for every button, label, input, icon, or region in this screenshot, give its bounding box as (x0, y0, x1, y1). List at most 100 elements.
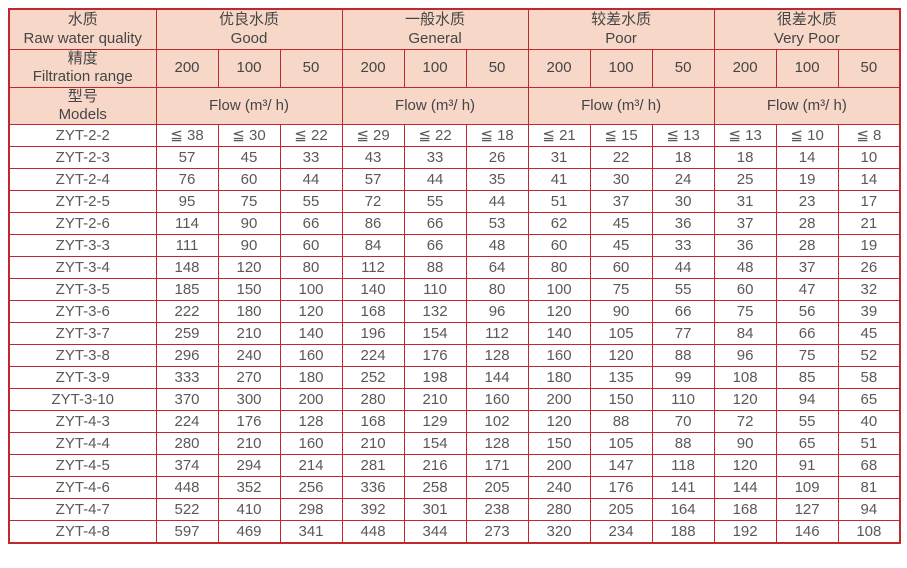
flow-value-cell: 90 (589, 300, 653, 324)
flow-value-cell: 144 (713, 476, 777, 500)
group-general-label-en: General (408, 29, 462, 47)
flow-value-cell: 90 (217, 234, 281, 258)
flow-value-cell: 80 (279, 256, 343, 280)
filtration-header-row: 精度 Filtration range 200 100 50 200 100 5… (8, 49, 901, 88)
flow-value-cell: 192 (713, 520, 777, 544)
flow-value-cell: 320 (527, 520, 591, 544)
flow-value-cell: 44 (403, 168, 467, 192)
flow-value-cell: 75 (713, 300, 777, 324)
flow-value-cell: 43 (341, 146, 405, 170)
table-body: ZYT-2-2 ≦ 38 ≦ 30 ≦ 22 ≦ 29 ≦ 22 ≦ 18 ≦ 21 ≦ 15 ≦… (8, 124, 901, 544)
flow-value-cell: 60 (713, 278, 777, 302)
models-header-row: 型号 Models Flow (m³/ h) Flow (m³/ h) Flow… (8, 86, 901, 126)
flow-value-cell: 294 (217, 454, 281, 478)
flow-value-cell: 120 (527, 300, 591, 324)
flow-value-cell: 140 (341, 278, 405, 302)
flow-value-cell: 109 (775, 476, 839, 500)
flow-value-cell: 84 (341, 234, 405, 258)
filtration-value-cell: 200 (713, 49, 777, 88)
flow-value-cell: ≦ 38 (155, 124, 219, 148)
flow-unit-header: Flow (m³/ h) (713, 86, 901, 126)
flow-value-cell: 281 (341, 454, 405, 478)
flow-value-cell: 44 (651, 256, 715, 280)
flow-value-cell: 210 (341, 432, 405, 456)
flow-value-cell: 24 (651, 168, 715, 192)
flow-value-cell: 180 (527, 366, 591, 390)
flow-value-cell: 70 (651, 410, 715, 434)
table-row: ZYT-3-8 296 240 160 224 176 128 160 120 88 96 75 52 (8, 344, 901, 368)
flow-value-cell: 75 (589, 278, 653, 302)
flow-value-cell: 224 (155, 410, 219, 434)
models-header: 型号 Models (8, 86, 157, 126)
flow-unit-header: Flow (m³/ h) (341, 86, 529, 126)
flow-value-cell: 210 (217, 322, 281, 346)
model-cell: ZYT-2-5 (8, 190, 157, 214)
flow-value-cell: 88 (589, 410, 653, 434)
filtration-value-cell: 200 (155, 49, 219, 88)
flow-value-cell: ≦ 22 (279, 124, 343, 148)
flow-value-cell: 114 (155, 212, 219, 236)
model-cell: ZYT-3-10 (8, 388, 157, 412)
flow-value-cell: 120 (713, 454, 777, 478)
flow-value-cell: 102 (465, 410, 529, 434)
flow-value-cell: 112 (341, 256, 405, 280)
flow-value-cell: 96 (713, 344, 777, 368)
flow-value-cell: 37 (775, 256, 839, 280)
flow-value-cell: 200 (279, 388, 343, 412)
flow-value-cell: 45 (589, 234, 653, 258)
flow-value-cell: 22 (589, 146, 653, 170)
flow-value-cell: 58 (837, 366, 901, 390)
flow-value-cell: 105 (589, 432, 653, 456)
flow-value-cell: 10 (837, 146, 901, 170)
flow-value-cell: 238 (465, 498, 529, 522)
table-row: ZYT-3-3 111 90 60 84 66 48 60 45 33 36 28 19 (8, 234, 901, 258)
model-cell: ZYT-4-7 (8, 498, 157, 522)
raw-water-quality-label-en: Raw water quality (23, 29, 142, 47)
filtration-range-label-en: Filtration range (32, 68, 133, 86)
flow-value-cell: 188 (651, 520, 715, 544)
flow-value-cell: 17 (837, 190, 901, 214)
flow-value-cell: 23 (775, 190, 839, 214)
flow-value-cell: 25 (713, 168, 777, 192)
flow-value-cell: 66 (775, 322, 839, 346)
flow-value-cell: 200 (527, 388, 591, 412)
flow-value-cell: 164 (651, 498, 715, 522)
flow-value-cell: 168 (713, 498, 777, 522)
flow-value-cell: 196 (341, 322, 405, 346)
quality-group-header-good: 优良水质 Good (155, 8, 343, 50)
table-row: ZYT-3-4 148 120 80 112 88 64 80 60 44 48 37 26 (8, 256, 901, 280)
flow-value-cell: 111 (155, 234, 219, 258)
quality-group-header-very-poor: 很差水质 Very Poor (713, 8, 901, 50)
flow-value-cell: 296 (155, 344, 219, 368)
flow-value-cell: 76 (155, 168, 219, 192)
flow-value-cell: 57 (341, 168, 405, 192)
raw-water-quality-header: 水质 Raw water quality (8, 8, 157, 50)
flow-value-cell: 75 (775, 344, 839, 368)
flow-value-cell: 52 (837, 344, 901, 368)
flow-value-cell: 84 (713, 322, 777, 346)
flow-value-cell: 77 (651, 322, 715, 346)
flow-value-cell: 45 (837, 322, 901, 346)
flow-value-cell: 273 (465, 520, 529, 544)
flow-value-cell: ≦ 13 (651, 124, 715, 148)
model-cell: ZYT-3-6 (8, 300, 157, 324)
model-cell: ZYT-3-5 (8, 278, 157, 302)
flow-value-cell: 259 (155, 322, 219, 346)
table-row: ZYT-4-4 280 210 160 210 154 128 150 105 88 90 65 51 (8, 432, 901, 456)
model-cell: ZYT-4-3 (8, 410, 157, 434)
model-cell: ZYT-2-2 (8, 124, 157, 148)
model-cell: ZYT-4-6 (8, 476, 157, 500)
flow-value-cell: 33 (403, 146, 467, 170)
flow-value-cell: 108 (713, 366, 777, 390)
flow-value-cell: 234 (589, 520, 653, 544)
flow-value-cell: 95 (155, 190, 219, 214)
flow-value-cell: 14 (837, 168, 901, 192)
flow-value-cell: 28 (775, 234, 839, 258)
flow-value-cell: 51 (527, 190, 591, 214)
flow-value-cell: 280 (155, 432, 219, 456)
flow-value-cell: 370 (155, 388, 219, 412)
flow-value-cell: 374 (155, 454, 219, 478)
quality-group-header-poor: 较差水质 Poor (527, 8, 715, 50)
flow-value-cell: 160 (465, 388, 529, 412)
